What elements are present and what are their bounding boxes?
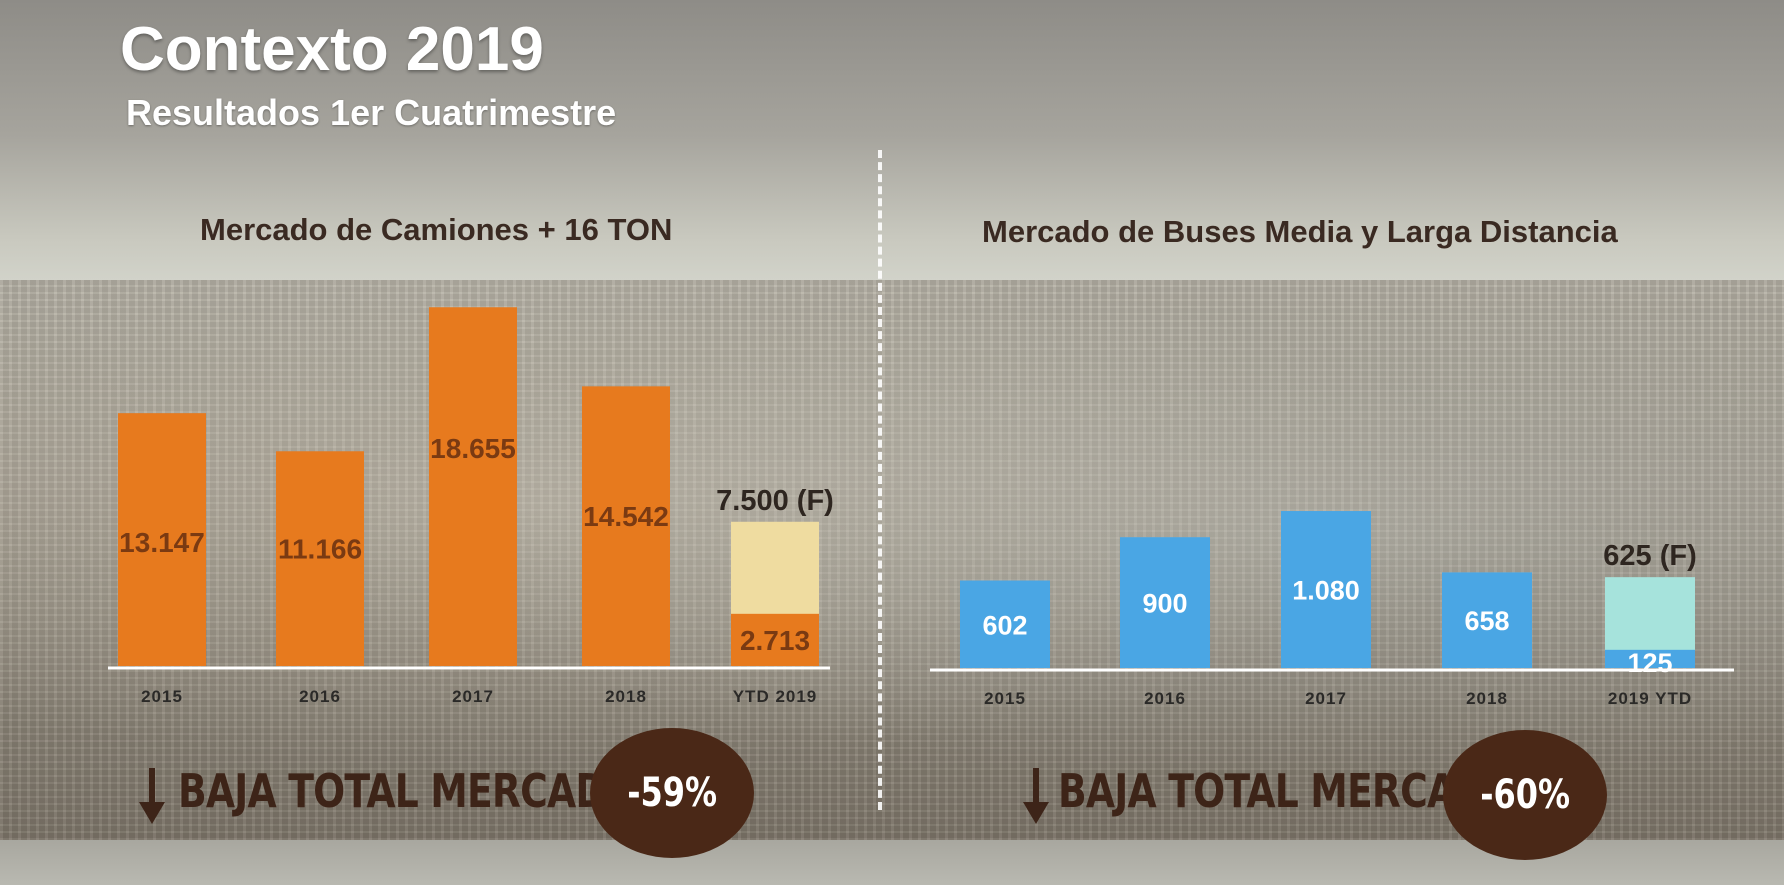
- trucks-tick-label: 2017: [452, 687, 494, 706]
- trucks-tick-label: 2015: [141, 687, 183, 706]
- slide-title: Contexto 2019: [120, 15, 544, 84]
- buses-bar-2016: [1120, 537, 1210, 668]
- buses-bar-2019-ytd: [1605, 649, 1695, 668]
- trucks-data-label: 11.166: [278, 534, 362, 565]
- buses-bar-2015: [960, 580, 1050, 668]
- buses-bar-2018: [1442, 572, 1532, 668]
- trucks-forecast-label: 7.500 (F): [716, 485, 834, 517]
- trucks-data-label: 18.655: [430, 433, 516, 464]
- background-sky: [0, 0, 1784, 300]
- buses-forecast-label: 625 (F): [1603, 540, 1696, 572]
- buses-data-label: 900: [1142, 589, 1187, 619]
- buses-data-label: 125: [1627, 648, 1672, 678]
- trucks-summary-label: BAJA TOTAL MERCADO: [178, 764, 638, 818]
- buses-tick-label: 2016: [1144, 689, 1186, 708]
- trucks-tick-label: 2016: [299, 687, 341, 706]
- buses-data-label: 658: [1464, 606, 1509, 636]
- buses-tick-label: 2018: [1466, 689, 1508, 708]
- buses-data-label: 1.080: [1292, 576, 1360, 606]
- slide-subtitle: Resultados 1er Cuatrimestre: [126, 92, 617, 133]
- trucks-chart-title: Mercado de Camiones + 16 TON: [200, 212, 673, 247]
- buses-decline-value: -60%: [1480, 772, 1570, 818]
- buses-tick-label: 2019 YTD: [1608, 689, 1692, 708]
- buses-tick-label: 2017: [1305, 689, 1347, 708]
- trucks-bar-2017: [429, 307, 517, 666]
- down-arrow-icon: [139, 768, 165, 824]
- trucks-data-label: 13.147: [119, 527, 205, 558]
- trucks-data-label: 2.713: [740, 625, 810, 656]
- trucks-bar-2016: [276, 451, 364, 666]
- trucks-decline-value: -59%: [627, 770, 717, 816]
- trucks-bar-chart: 13.147 2015 11.166 2016 18.655 2017 14.542 2018…: [108, 307, 834, 706]
- buses-tick-label: 2015: [984, 689, 1026, 708]
- trucks-bar-ytd-2019: [731, 613, 819, 666]
- buses-chart-title: Mercado de Buses Media y Larga Distancia: [982, 214, 1618, 249]
- buses-bar-chart: 602 2015 900 2016 1.080 2017 658 2018 625 (F) 125…: [930, 511, 1734, 708]
- trucks-tick-label: YTD 2019: [733, 687, 818, 706]
- trucks-bar-2015: [118, 413, 206, 666]
- trucks-data-label: 14.542: [583, 501, 669, 532]
- buses-summary-label: BAJA TOTAL MERCADO: [1058, 764, 1518, 818]
- buses-data-label: 602: [982, 610, 1027, 640]
- trucks-decline-badge: -59%: [590, 728, 754, 858]
- down-arrow-icon: [1023, 768, 1049, 824]
- trucks-bar-2018: [582, 386, 670, 666]
- trucks-tick-label: 2018: [605, 687, 647, 706]
- buses-bar-2017: [1281, 511, 1371, 668]
- chart-divider: [878, 150, 882, 810]
- buses-decline-badge: -60%: [1443, 730, 1607, 860]
